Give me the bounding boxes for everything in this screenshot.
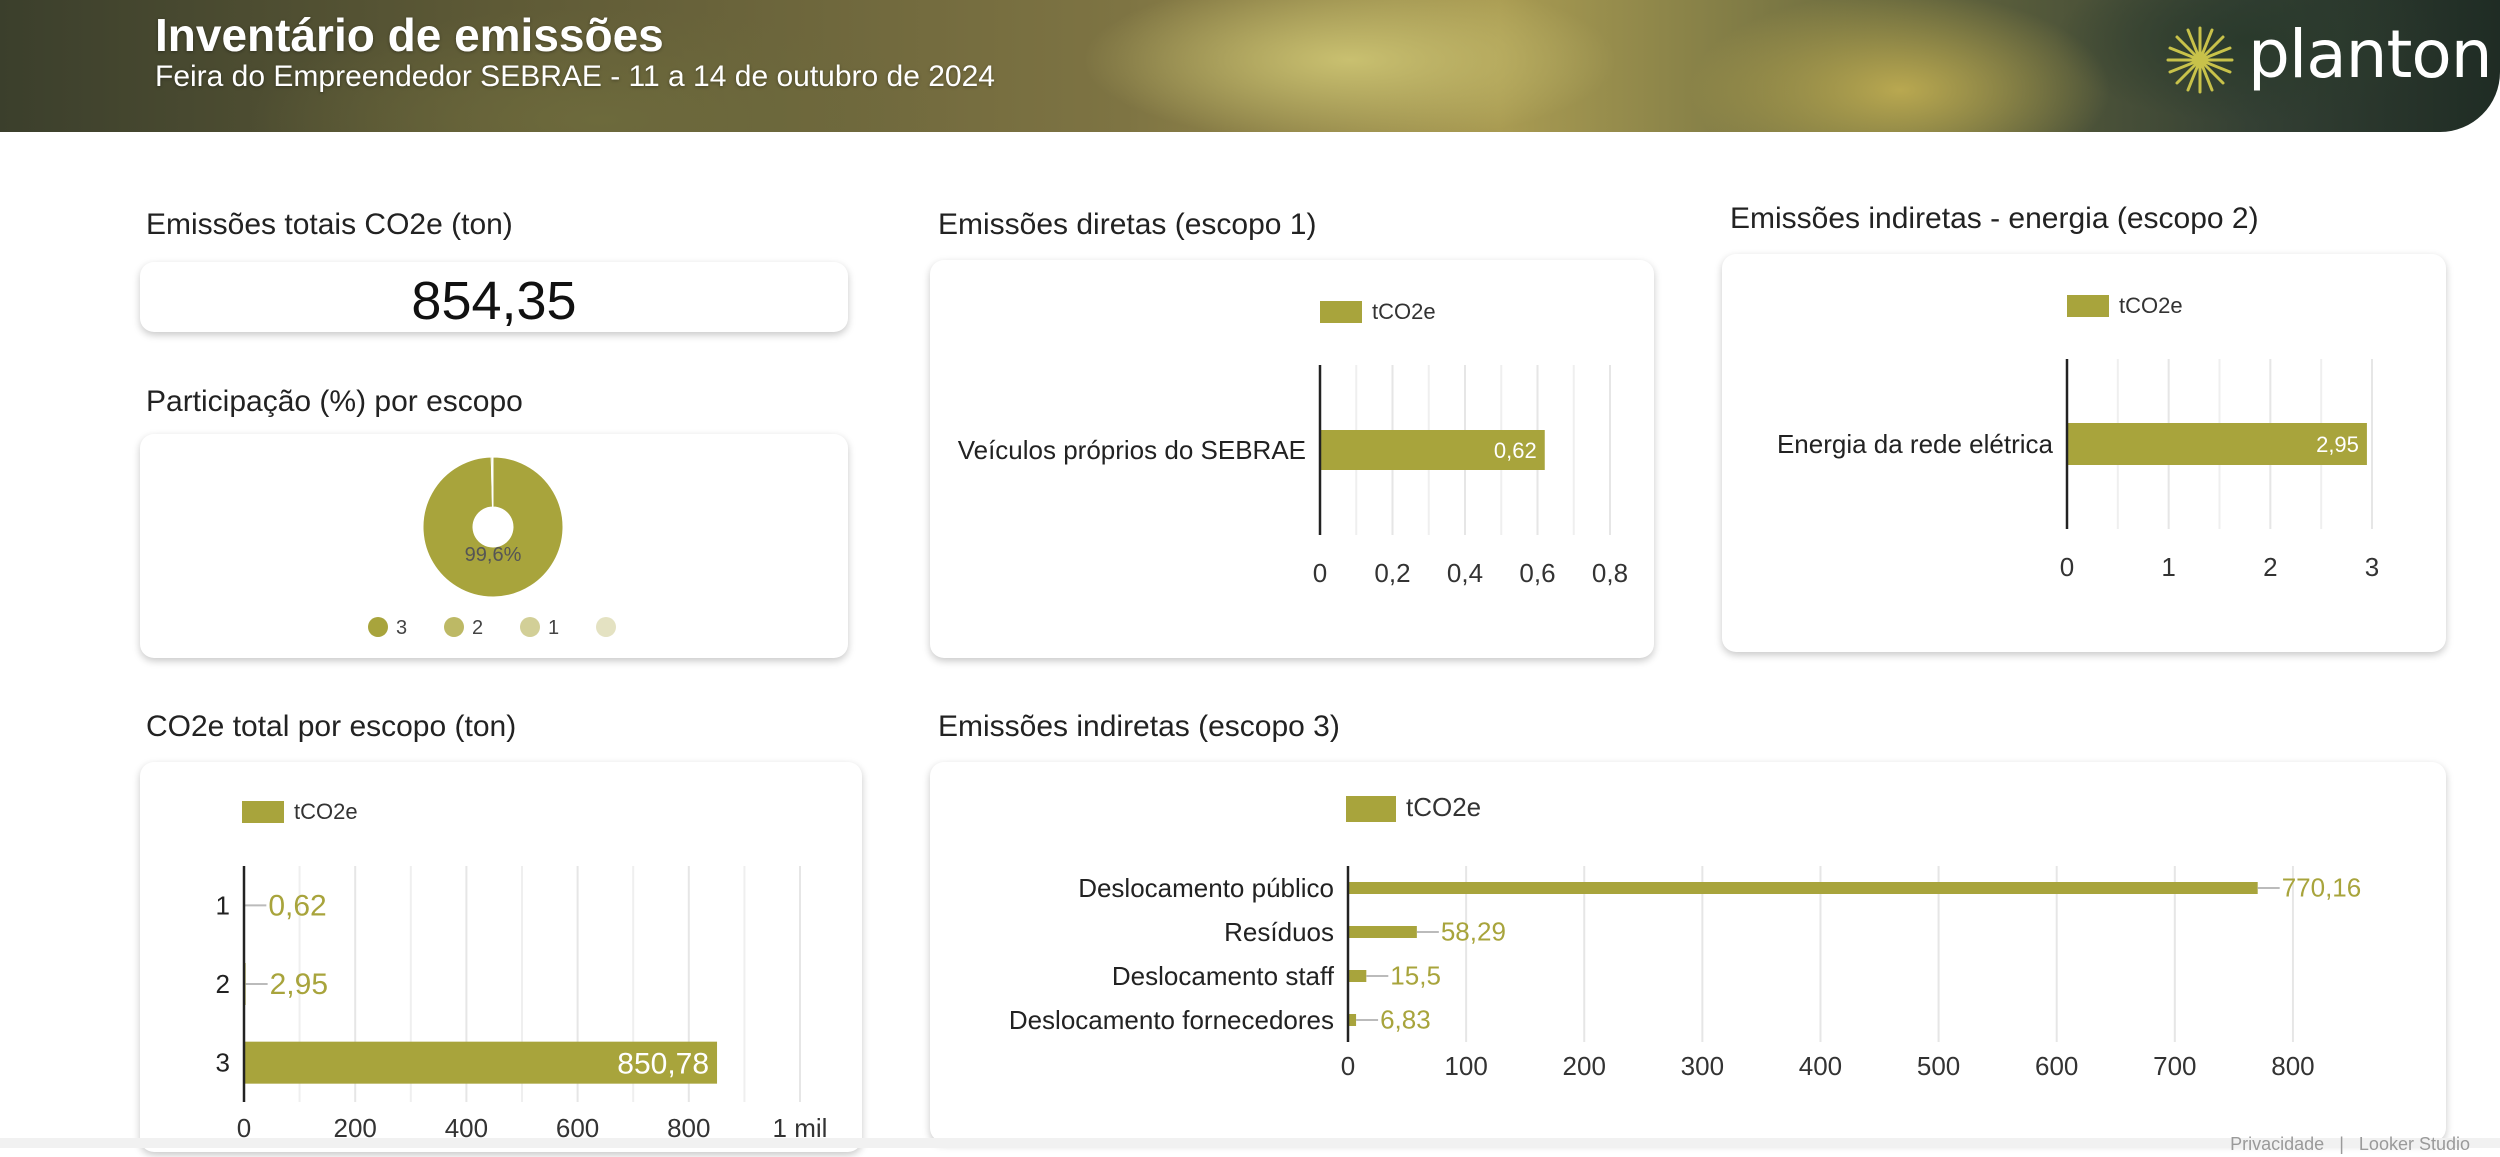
scope1-title: Emissões diretas (escopo 1) [938, 208, 1317, 242]
scope3-data-label: 58,29 [1441, 917, 1506, 947]
footer-links: Privacidade | Looker Studio [2230, 1134, 2470, 1155]
scope1-tick-label: 0,2 [1374, 558, 1410, 588]
scope3-tick-label: 200 [1563, 1051, 1606, 1081]
footer-divider: | [2329, 1134, 2354, 1154]
scope2-tick-label: 0 [2060, 552, 2074, 582]
scope_total-category-label: 1 [216, 890, 230, 920]
page-subtitle: Feira do Empreendedor SEBRAE - 11 a 14 d… [155, 60, 995, 94]
scope3-category-label: Deslocamento fornecedores [1009, 1005, 1334, 1035]
scope3-bar[interactable] [1348, 882, 2258, 894]
scope3-bar[interactable] [1348, 970, 1366, 982]
scope_total-data-label: 2,95 [270, 968, 328, 1001]
participation-card: 99,6% 3 2 1 [140, 434, 848, 658]
scope1-tick-label: 0 [1313, 558, 1327, 588]
scope2-legend: tCO2e [2067, 293, 2183, 318]
scope2-data-label: 2,95 [2316, 432, 2359, 457]
scope3-card: tCO2e 0 100 200 300 400 500 600 700 800 Deslocamen… [930, 762, 2446, 1142]
scope2-tick-label: 2 [2263, 552, 2277, 582]
scope_total-category-label: 3 [216, 1048, 230, 1078]
scope3-legend-swatch [1346, 796, 1396, 822]
header-banner: Inventário de emissões Feira do Empreend… [0, 0, 2500, 132]
scope1-legend-label: tCO2e [1372, 299, 1436, 324]
scope3-data-label: 15,5 [1390, 961, 1441, 991]
legend-dot-3 [368, 617, 388, 637]
scope-total-title: CO2e total por escopo (ton) [146, 710, 516, 744]
total-emissions-card: 854,35 [140, 262, 848, 332]
scope1-data-label: 0,62 [1494, 438, 1537, 463]
scope3-category-label: Deslocamento público [1078, 873, 1334, 903]
legend-dot-1 [520, 617, 540, 637]
scope2-category-label: Energia da rede elétrica [1777, 429, 2054, 459]
scope1-card: tCO2e 0 0,2 0,4 0,6 0,8 Veículos próprios do S… [930, 260, 1654, 658]
total-emissions-value: 854,35 [140, 270, 848, 332]
scope3-data-label: 6,83 [1380, 1005, 1431, 1035]
scope3-tick-label: 400 [1799, 1051, 1842, 1081]
legend-label-3: 3 [396, 617, 407, 639]
legend-label-2: 2 [472, 617, 483, 639]
scope_total-legend: tCO2e [242, 799, 358, 824]
scope1-tick-label: 0,8 [1592, 558, 1628, 588]
scope3-bar-chart: tCO2e 0 100 200 300 400 500 600 700 800 Deslocamen… [930, 762, 2446, 1142]
scope1-category-label: Veículos próprios do SEBRAE [958, 435, 1306, 465]
scope2-title: Emissões indiretas - energia (escopo 2) [1730, 202, 2259, 236]
scope1-bar-chart: tCO2e 0 0,2 0,4 0,6 0,8 Veículos próprios do S… [930, 260, 1654, 658]
scope3-tick-label: 800 [2271, 1051, 2314, 1081]
scope3-bar[interactable] [1348, 926, 1417, 938]
scope3-tick-label: 700 [2153, 1051, 2196, 1081]
scope3-tick-label: 600 [2035, 1051, 2078, 1081]
page-title: Inventário de emissões [155, 8, 664, 62]
participation-title: Participação (%) por escopo [146, 385, 523, 419]
scope1-legend-swatch [1320, 301, 1362, 323]
donut-center-label: 99,6% [465, 544, 522, 566]
privacy-link[interactable]: Privacidade [2230, 1134, 2324, 1154]
logo-text: planton [2248, 16, 2492, 93]
scope2-legend-label: tCO2e [2119, 293, 2183, 318]
legend-dot-2 [444, 617, 464, 637]
footer-bar [0, 1138, 2500, 1148]
scope2-tick-label: 3 [2365, 552, 2379, 582]
scope1-tick-label: 0,4 [1447, 558, 1483, 588]
scope2-tick-label: 1 [2161, 552, 2175, 582]
scope1-legend: tCO2e [1320, 299, 1436, 324]
scope3-tick-label: 100 [1444, 1051, 1487, 1081]
scope_total-data-label: 0,62 [268, 889, 326, 922]
participation-donut-chart: 99,6% 3 2 1 [140, 434, 848, 658]
looker-studio-link[interactable]: Looker Studio [2359, 1134, 2470, 1154]
scope_total-data-label: 850,78 [617, 1048, 709, 1081]
scope_total-category-label: 2 [216, 969, 230, 999]
scope_total-legend-swatch [242, 801, 284, 823]
scope3-category-label: Resíduos [1224, 917, 1334, 947]
scope3-tick-label: 500 [1917, 1051, 1960, 1081]
scope_total-legend-label: tCO2e [294, 799, 358, 824]
scope3-data-label: 770,16 [2282, 873, 2362, 903]
total-emissions-title: Emissões totais CO2e (ton) [146, 208, 513, 242]
scope3-title: Emissões indiretas (escopo 3) [938, 710, 1340, 744]
scope3-legend-label: tCO2e [1406, 792, 1481, 822]
legend-dot-other [596, 617, 616, 637]
scope2-bar-chart: tCO2e 0 1 2 3 Energia da rede elétrica 2,95 [1722, 254, 2446, 652]
scope1-tick-label: 0,6 [1519, 558, 1555, 588]
legend-label-1: 1 [548, 617, 559, 639]
scope3-tick-label: 300 [1681, 1051, 1724, 1081]
scope3-category-label: Deslocamento staff [1112, 961, 1335, 991]
scope2-legend-swatch [2067, 295, 2109, 317]
scope2-card: tCO2e 0 1 2 3 Energia da rede elétrica 2,95 [1722, 254, 2446, 652]
scope3-tick-label: 0 [1341, 1051, 1355, 1081]
scope3-legend: tCO2e [1346, 792, 1481, 822]
